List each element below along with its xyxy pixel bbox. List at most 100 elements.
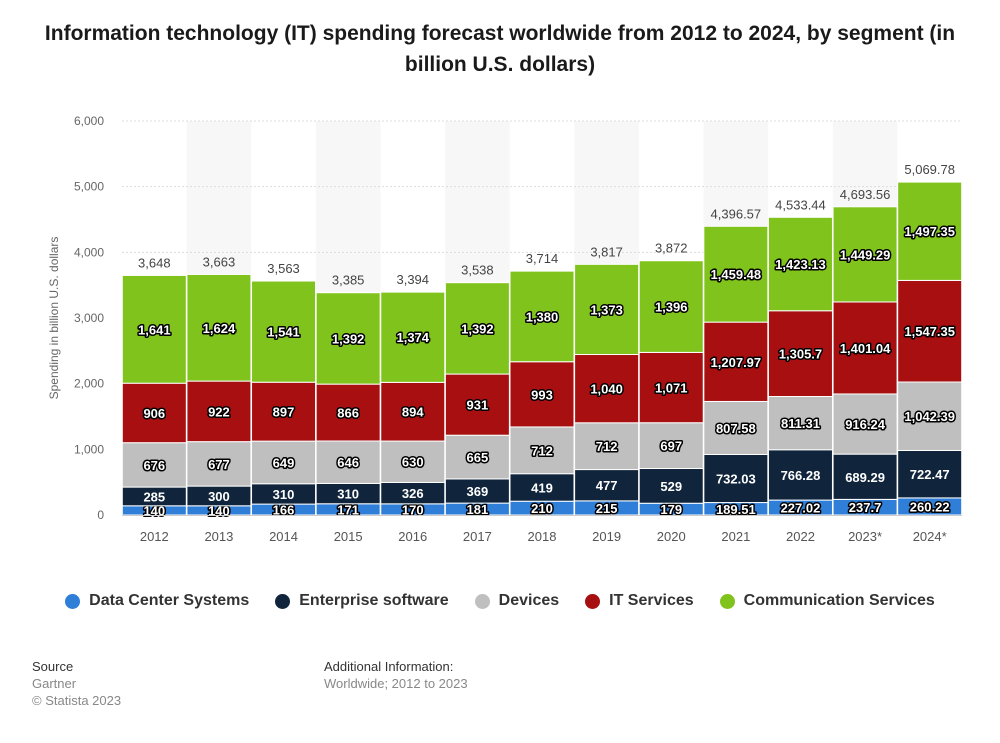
- data-label: 993: [531, 387, 553, 402]
- data-label: 866: [337, 406, 359, 421]
- copyright-text[interactable]: © Statista 2023: [32, 693, 122, 708]
- bar-segment: [574, 469, 640, 502]
- chart-title: Information technology (IT) spending for…: [44, 22, 956, 76]
- additional-info-text: Worldwide; 2012 to 2023: [324, 676, 468, 691]
- bar-segment: [444, 282, 510, 375]
- y-tick-label: 5,000: [74, 180, 104, 194]
- x-tick-label: 2021: [721, 529, 750, 544]
- legend-item[interactable]: Data Center Systems: [65, 592, 249, 610]
- total-label: 4,533.44: [775, 197, 826, 212]
- bar-segment: [380, 440, 446, 483]
- bar-segment: [703, 225, 769, 323]
- legend-item[interactable]: IT Services: [585, 592, 694, 610]
- legend-item[interactable]: Communication Services: [719, 592, 935, 610]
- bar-segment: [832, 301, 898, 395]
- bar-segment: [251, 280, 317, 383]
- total-label: 3,663: [203, 254, 236, 269]
- bar-segment: [121, 274, 187, 384]
- data-label: 166: [273, 503, 295, 518]
- data-label: 1,401.04: [840, 341, 891, 356]
- data-label: 1,547.35: [904, 324, 955, 339]
- bar-segment: [186, 273, 252, 382]
- y-tick-label: 2,000: [74, 377, 104, 391]
- total-label: 3,385: [332, 273, 365, 288]
- x-tick-label: 2017: [463, 529, 492, 544]
- data-label: 665: [467, 450, 489, 465]
- data-label: 179: [660, 502, 682, 517]
- legend-label: Devices: [498, 592, 560, 609]
- data-label: 477: [596, 478, 618, 493]
- data-label: 697: [660, 439, 682, 454]
- bar-segment: [638, 351, 704, 424]
- additional-info-heading: Additional Information:: [324, 659, 454, 674]
- data-label: 1,624: [203, 321, 236, 336]
- bar-segment: [315, 292, 381, 385]
- y-tick-label: 0: [97, 508, 104, 522]
- data-label: 237.7: [849, 500, 882, 515]
- bar-segment: [767, 216, 833, 312]
- data-label: 1,207.97: [711, 355, 762, 370]
- data-label: 260.22: [910, 499, 950, 514]
- x-axis: 2012 2013 2014 2015 2016 2017 2018 2019 2020 2021…: [122, 515, 962, 544]
- data-label: 807.58: [716, 421, 756, 436]
- data-label: 210: [531, 501, 553, 516]
- data-label: 1,042.39: [904, 409, 955, 424]
- data-label: 1,305.7: [779, 347, 822, 362]
- data-label: 630: [402, 455, 424, 470]
- data-label: 712: [531, 443, 553, 458]
- data-label: 931: [467, 398, 489, 413]
- x-tick-label: 2020: [657, 529, 686, 544]
- data-label: 922: [208, 404, 230, 419]
- source-text[interactable]: Gartner: [32, 676, 77, 691]
- x-tick-label: 2015: [334, 529, 363, 544]
- bar-segment: [315, 440, 381, 484]
- data-label: 1,071: [655, 381, 688, 396]
- total-label: 3,563: [267, 261, 300, 276]
- bar-segment: [121, 382, 187, 444]
- data-label: 676: [143, 458, 165, 473]
- bar-segment: [509, 426, 575, 475]
- source-block: Source Gartner © Statista 2023: [32, 658, 121, 709]
- bar-segment: [380, 381, 446, 442]
- bars: 1402856769061,6413,6481403006779221,6243…: [121, 162, 963, 520]
- bar-segment: [638, 422, 704, 470]
- data-label: 419: [531, 480, 553, 495]
- bar-segment: [832, 393, 898, 455]
- y-tick-label: 6,000: [74, 114, 104, 128]
- data-label: 689.29: [845, 470, 885, 485]
- y-tick-label: 3,000: [74, 311, 104, 325]
- y-axis-title: Spending in billion U.S. dollars: [47, 237, 61, 400]
- total-label: 3,817: [590, 244, 623, 259]
- data-label: 1,641: [138, 322, 171, 337]
- bar-segment: [703, 400, 769, 455]
- legend-marker: [275, 593, 291, 609]
- data-label: 310: [273, 487, 295, 502]
- total-label: 3,872: [655, 241, 688, 256]
- data-label: 1,374: [396, 330, 429, 345]
- bar-segment: [251, 440, 317, 485]
- x-tick-label: 2022: [786, 529, 815, 544]
- data-label: 1,380: [526, 309, 559, 324]
- data-label: 1,423.13: [775, 257, 826, 272]
- x-tick-label: 2023*: [848, 529, 882, 544]
- x-tick-label: 2012: [140, 529, 169, 544]
- bar-segment: [638, 260, 704, 353]
- data-label: 916.24: [845, 417, 886, 432]
- total-label: 3,648: [138, 255, 171, 270]
- data-label: 369: [467, 484, 489, 499]
- legend-item[interactable]: Devices: [474, 592, 560, 610]
- legend-marker: [474, 593, 490, 609]
- data-label: 811.31: [781, 416, 820, 431]
- data-label: 1,373: [590, 302, 623, 317]
- bar-segment: [767, 449, 833, 501]
- legend-marker: [585, 593, 601, 609]
- bar-segment: [832, 206, 898, 303]
- data-label: 1,040: [590, 382, 623, 397]
- legend-item[interactable]: Enterprise software: [275, 592, 449, 610]
- bar-segment: [897, 449, 963, 499]
- data-label: 300: [208, 489, 230, 504]
- data-label: 1,459.48: [711, 267, 762, 282]
- bar-segment: [251, 381, 317, 442]
- total-label: 5,069.78: [904, 162, 955, 177]
- data-label: 310: [337, 487, 359, 502]
